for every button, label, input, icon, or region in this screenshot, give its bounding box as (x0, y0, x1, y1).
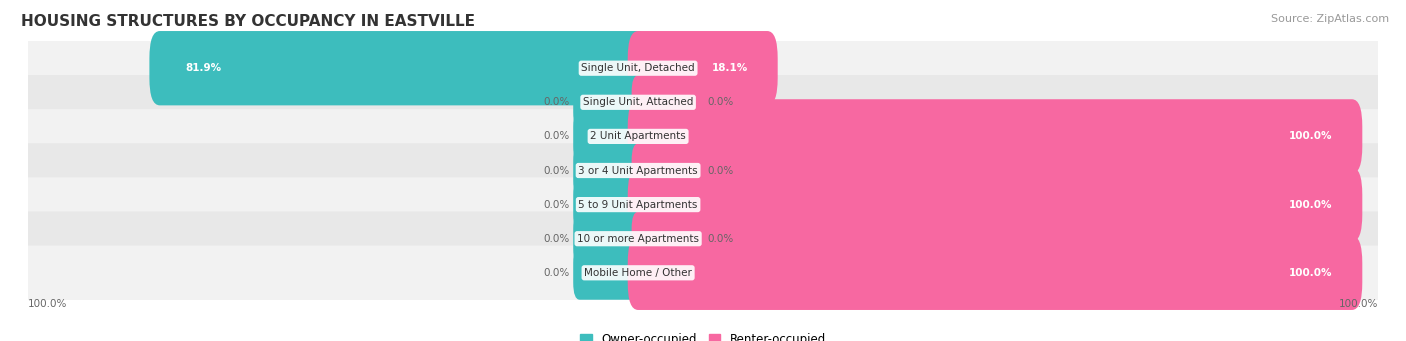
Text: 0.0%: 0.0% (707, 165, 733, 176)
Text: 18.1%: 18.1% (711, 63, 748, 73)
Text: 81.9%: 81.9% (186, 63, 222, 73)
Text: 0.0%: 0.0% (707, 97, 733, 107)
Text: 100.0%: 100.0% (1289, 199, 1333, 210)
Text: Single Unit, Attached: Single Unit, Attached (583, 97, 693, 107)
FancyBboxPatch shape (24, 75, 1382, 130)
Text: 0.0%: 0.0% (543, 131, 569, 142)
FancyBboxPatch shape (631, 75, 703, 129)
FancyBboxPatch shape (574, 109, 644, 163)
Text: 2 Unit Apartments: 2 Unit Apartments (591, 131, 686, 142)
Text: Source: ZipAtlas.com: Source: ZipAtlas.com (1271, 14, 1389, 24)
FancyBboxPatch shape (149, 31, 648, 105)
FancyBboxPatch shape (574, 144, 644, 197)
FancyBboxPatch shape (574, 246, 644, 300)
Text: Mobile Home / Other: Mobile Home / Other (583, 268, 692, 278)
Text: 0.0%: 0.0% (543, 199, 569, 210)
Text: 3 or 4 Unit Apartments: 3 or 4 Unit Apartments (578, 165, 697, 176)
FancyBboxPatch shape (627, 31, 778, 105)
FancyBboxPatch shape (24, 41, 1382, 95)
FancyBboxPatch shape (24, 246, 1382, 300)
Text: 100.0%: 100.0% (1289, 268, 1333, 278)
FancyBboxPatch shape (627, 236, 1362, 310)
FancyBboxPatch shape (24, 109, 1382, 164)
Text: 0.0%: 0.0% (543, 234, 569, 244)
FancyBboxPatch shape (24, 211, 1382, 266)
FancyBboxPatch shape (24, 177, 1382, 232)
FancyBboxPatch shape (574, 212, 644, 266)
Text: 100.0%: 100.0% (1289, 131, 1333, 142)
Text: 100.0%: 100.0% (28, 299, 67, 309)
Text: 5 to 9 Unit Apartments: 5 to 9 Unit Apartments (578, 199, 697, 210)
Text: 0.0%: 0.0% (707, 234, 733, 244)
Text: Single Unit, Detached: Single Unit, Detached (581, 63, 695, 73)
Legend: Owner-occupied, Renter-occupied: Owner-occupied, Renter-occupied (575, 329, 831, 341)
FancyBboxPatch shape (627, 167, 1362, 242)
FancyBboxPatch shape (574, 178, 644, 232)
Text: 100.0%: 100.0% (1339, 299, 1378, 309)
FancyBboxPatch shape (627, 99, 1362, 174)
Text: 0.0%: 0.0% (543, 97, 569, 107)
FancyBboxPatch shape (631, 212, 703, 266)
Text: 0.0%: 0.0% (543, 268, 569, 278)
FancyBboxPatch shape (24, 143, 1382, 198)
Text: 10 or more Apartments: 10 or more Apartments (576, 234, 699, 244)
FancyBboxPatch shape (574, 75, 644, 129)
Text: 0.0%: 0.0% (543, 165, 569, 176)
Text: HOUSING STRUCTURES BY OCCUPANCY IN EASTVILLE: HOUSING STRUCTURES BY OCCUPANCY IN EASTV… (21, 14, 475, 29)
FancyBboxPatch shape (631, 144, 703, 197)
